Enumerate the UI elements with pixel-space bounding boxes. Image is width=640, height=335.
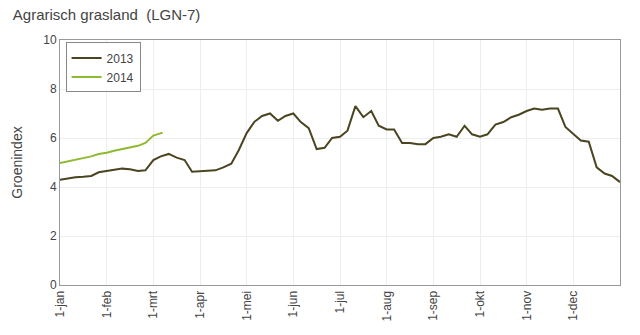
svg-text:1-jan: 1-jan: [53, 291, 67, 318]
svg-text:0: 0: [50, 278, 57, 292]
svg-text:1-mrt: 1-mrt: [146, 290, 160, 319]
svg-text:1-apr: 1-apr: [193, 291, 207, 319]
svg-text:1-mei: 1-mei: [240, 291, 254, 321]
svg-text:1-aug: 1-aug: [380, 291, 394, 322]
svg-text:2014: 2014: [107, 71, 134, 85]
svg-text:Groenindex: Groenindex: [9, 126, 25, 198]
svg-text:1-okt: 1-okt: [473, 290, 487, 317]
svg-text:2: 2: [50, 229, 57, 243]
svg-text:1-feb: 1-feb: [100, 290, 114, 318]
svg-text:10: 10: [43, 33, 57, 47]
svg-text:8: 8: [50, 82, 57, 96]
svg-text:4: 4: [50, 180, 57, 194]
svg-text:Agrarisch grasland (LGN-7): Agrarisch grasland (LGN-7): [13, 6, 201, 23]
svg-text:2013: 2013: [107, 52, 134, 66]
svg-text:1-nov: 1-nov: [520, 291, 534, 321]
svg-text:1-dec: 1-dec: [566, 291, 580, 321]
svg-text:1-jul: 1-jul: [333, 291, 347, 314]
svg-text:6: 6: [50, 131, 57, 145]
svg-text:1-jun: 1-jun: [286, 291, 300, 318]
svg-text:1-sep: 1-sep: [426, 290, 440, 320]
